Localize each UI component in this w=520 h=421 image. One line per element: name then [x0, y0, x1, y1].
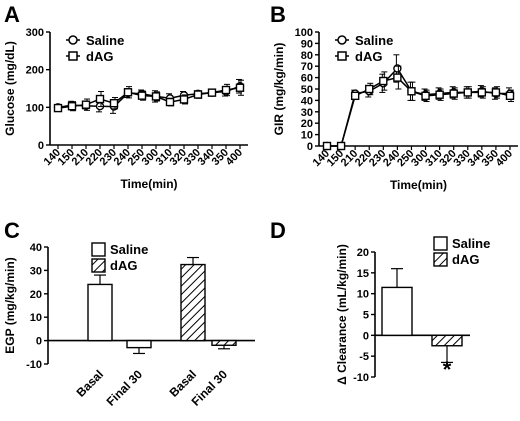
y-axis-title: Δ Clearance (mL/kg/min): [335, 244, 349, 385]
data-point-square: [81, 100, 91, 109]
data-point-square: [491, 88, 501, 97]
legend-label: Saline: [110, 242, 148, 257]
data-point-square: [477, 88, 487, 97]
y-axis-title: EGP (mg/kg/min): [3, 257, 17, 353]
x-category-label: Basal: [74, 367, 107, 400]
y-tick-label: 40: [301, 95, 313, 107]
y-tick-label: 50: [301, 84, 313, 96]
y-tick-label: 40: [30, 242, 42, 254]
data-point-square: [67, 102, 77, 111]
data-point-square: [421, 91, 430, 101]
legend-marker-circle: [68, 35, 78, 45]
y-tick-label: -10: [26, 359, 42, 371]
data-point-square: [505, 91, 515, 101]
panel-label-a: A: [4, 2, 20, 27]
panel-label-b: B: [270, 2, 286, 27]
y-tick-label: 10: [357, 289, 369, 301]
bar: [87, 283, 113, 342]
y-tick-label: -5: [359, 351, 369, 363]
data-point-square: [193, 90, 203, 99]
y-tick-label: 10: [30, 312, 42, 324]
x-axis-title: Time(min): [390, 178, 447, 192]
legend-label: Saline: [452, 236, 490, 251]
legend-label: Saline: [86, 33, 124, 48]
y-tick-label: 0: [363, 330, 369, 342]
data-point-square: [235, 83, 245, 92]
legend-label: dAG: [452, 252, 479, 267]
data-point-square: [336, 141, 346, 151]
panel-label-d: D: [270, 218, 286, 243]
data-point-square: [407, 87, 416, 96]
legend-swatch: [433, 236, 448, 251]
bar: [431, 334, 463, 347]
y-tick-label: 100: [295, 27, 313, 39]
legend-label: dAG: [110, 258, 137, 273]
data-point-square: [109, 98, 119, 108]
legend-swatch: [91, 242, 106, 257]
y-tick-label: 20: [357, 247, 369, 259]
panel-label-c: C: [4, 218, 20, 243]
y-tick-label: 60: [301, 73, 313, 85]
bar: [126, 339, 152, 349]
legend-swatch: [91, 258, 106, 273]
data-point-square: [350, 91, 360, 101]
legend-swatch: [433, 252, 448, 267]
data-point-square: [365, 84, 374, 94]
data-point-square: [379, 76, 388, 86]
data-point-square: [221, 85, 231, 95]
x-tick-label: 400: [224, 147, 245, 168]
data-point-square: [53, 103, 63, 113]
data-point-square: [179, 95, 189, 104]
y-axis-title: GIR (mg/kg/min): [272, 43, 286, 136]
data-point-square: [207, 88, 217, 97]
data-point-square: [393, 73, 402, 82]
y-tick-label: 30: [30, 265, 42, 277]
bar: [180, 263, 206, 342]
data-point-square: [435, 90, 444, 99]
data-point-circle: [393, 64, 402, 73]
legend-marker-square: [337, 51, 347, 61]
data-point-square: [151, 92, 161, 101]
legend-label: Saline: [355, 33, 393, 48]
data-point-square: [449, 89, 458, 98]
bar: [211, 339, 237, 346]
y-tick-label: 0: [307, 141, 313, 153]
y-tick-label: 300: [26, 27, 44, 39]
x-tick-label: 400: [494, 148, 515, 169]
y-tick-label: 80: [301, 50, 313, 62]
y-tick-label: 70: [301, 61, 313, 73]
y-tick-label: 200: [26, 65, 44, 77]
data-point-square: [123, 88, 133, 97]
x-axis-title: Time(min): [120, 177, 177, 191]
data-point-square: [137, 91, 147, 100]
y-tick-label: 20: [301, 118, 313, 130]
series-line: [327, 67, 510, 147]
data-point-square: [165, 97, 175, 107]
bar: [381, 286, 413, 337]
y-tick-label: 20: [30, 289, 42, 301]
y-axis-title: Glucose (mg/dL): [3, 41, 17, 136]
significance-asterisk: *: [443, 357, 452, 382]
legend-marker-circle: [337, 35, 347, 45]
data-point-square: [322, 141, 332, 151]
y-tick-label: 10: [301, 130, 313, 142]
x-category-label: Final 30: [104, 367, 146, 409]
data-point-square: [463, 88, 472, 97]
legend-label: dAG: [355, 49, 382, 64]
y-tick-label: 0: [38, 140, 44, 152]
y-tick-label: 100: [26, 102, 44, 114]
y-tick-label: 0: [36, 336, 42, 348]
y-tick-label: 5: [363, 310, 369, 322]
y-tick-label: 15: [357, 268, 369, 280]
legend-marker-square: [68, 51, 78, 61]
data-point-square: [95, 94, 105, 104]
y-tick-label: 90: [301, 38, 313, 50]
legend-label: dAG: [86, 49, 113, 64]
y-tick-label: -10: [353, 372, 369, 384]
y-tick-label: 30: [301, 107, 313, 119]
